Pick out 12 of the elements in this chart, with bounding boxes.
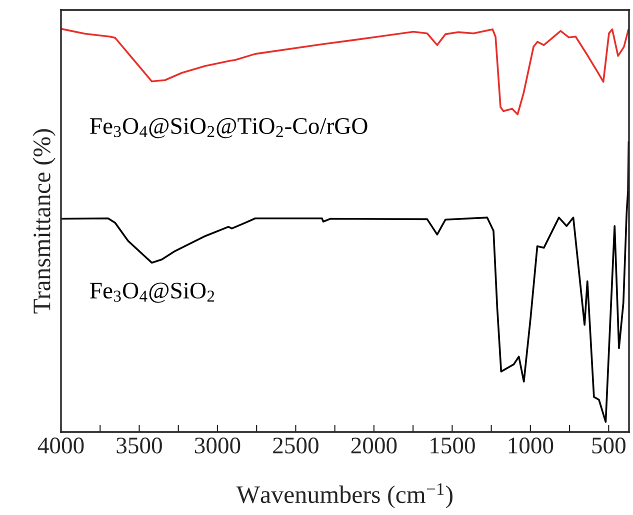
x-tick-label: 1000 [508,438,554,454]
x-tick-label: 3000 [194,438,240,454]
x-tick-label: 2500 [273,438,318,454]
x-axis-title: Wavenumbers (cm$^{−1}$) [236,483,452,508]
x-tick-label: 1500 [430,438,475,454]
x-tick-label: 500 [592,438,626,454]
text: Fe$_{3}$O$_{4}$@SiO$_{2}$@TiO$_{2}$-Co/rGO [90,118,368,138]
x-tick-label: 3500 [116,438,162,454]
x-tick-label: 4000 [38,438,84,454]
x-tick-label: 2000 [351,438,397,454]
y-axis-title: Transmittance (%) [32,129,56,314]
series-label: Fe$_{3}$O$_{4}$@SiO$_{2}$ [90,282,214,303]
